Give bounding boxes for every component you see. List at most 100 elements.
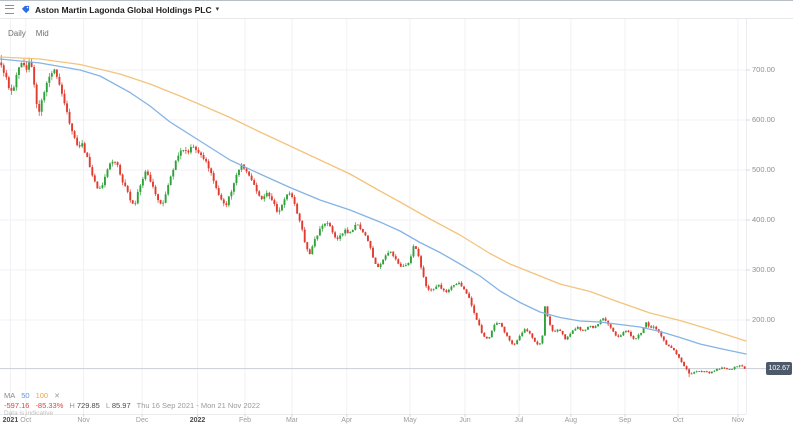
candle	[334, 230, 337, 239]
candle	[544, 306, 546, 336]
candle	[655, 325, 658, 331]
candle	[432, 288, 435, 292]
instrument-selector[interactable]: Aston Martin Lagonda Global Holdings PLC…	[30, 5, 219, 15]
candle	[217, 185, 220, 196]
menu-icon[interactable]	[5, 5, 14, 14]
candle	[541, 335, 544, 345]
candle	[437, 284, 440, 288]
candle	[581, 329, 584, 331]
candle	[356, 224, 359, 226]
instrument-title: Aston Martin Lagonda Global Holdings PLC	[35, 4, 212, 15]
candle	[463, 286, 465, 290]
candle	[624, 330, 627, 333]
candle	[157, 193, 160, 203]
candle	[442, 288, 445, 292]
candle	[652, 325, 655, 330]
candle	[200, 151, 202, 158]
tab-daily[interactable]: Daily	[8, 29, 26, 38]
candle	[303, 226, 306, 243]
candle	[273, 198, 276, 207]
candle	[232, 182, 235, 195]
candle	[566, 335, 569, 341]
candle	[731, 368, 734, 371]
candle	[58, 73, 61, 86]
candle	[40, 98, 43, 117]
candle	[592, 325, 594, 329]
candle	[192, 144, 195, 148]
candle	[212, 170, 215, 184]
candle	[726, 367, 728, 370]
candle	[222, 197, 225, 207]
range-high: H 729.85	[69, 401, 99, 410]
candle	[28, 57, 31, 73]
candle	[728, 368, 731, 370]
candle	[678, 353, 680, 359]
candle	[324, 223, 326, 228]
candle	[109, 162, 111, 171]
candle	[53, 68, 56, 75]
candle	[136, 189, 139, 205]
candle	[549, 315, 551, 327]
candle	[270, 193, 273, 202]
candle	[602, 317, 605, 321]
candle	[361, 228, 364, 234]
candle	[331, 225, 334, 235]
candle	[564, 334, 567, 340]
candle	[503, 326, 506, 334]
candle	[210, 167, 213, 176]
candle	[415, 246, 417, 249]
candle	[35, 82, 38, 109]
ma-period-100[interactable]: 100	[35, 391, 49, 400]
candle	[225, 201, 228, 208]
candle	[114, 161, 117, 165]
candle	[50, 70, 53, 81]
change-value: -597.16	[4, 401, 30, 410]
candle	[286, 194, 288, 201]
candle	[354, 222, 357, 231]
candle	[220, 193, 223, 201]
candle	[402, 263, 405, 268]
candle	[501, 322, 503, 328]
candle	[10, 84, 13, 95]
last-price-badge: 102.67	[766, 362, 793, 375]
candle	[174, 160, 177, 171]
candle	[551, 324, 554, 333]
candle	[458, 281, 460, 285]
candle	[478, 318, 481, 327]
candle	[197, 147, 200, 154]
candle	[83, 141, 86, 153]
candle	[460, 281, 463, 287]
candle	[721, 366, 723, 370]
candle	[235, 172, 238, 186]
candle	[690, 372, 693, 375]
tab-mid[interactable]: Mid	[35, 29, 49, 38]
candle	[430, 288, 433, 292]
ma-50-line	[0, 58, 747, 355]
candle	[2, 63, 5, 77]
candle	[283, 197, 286, 208]
candle	[71, 122, 74, 135]
tag-icon	[21, 5, 30, 14]
candle	[121, 173, 124, 186]
candle	[288, 191, 291, 196]
candle	[154, 184, 157, 197]
candle	[506, 332, 508, 338]
candle	[55, 69, 58, 79]
candle	[629, 330, 632, 338]
candle	[640, 332, 643, 337]
candle	[693, 371, 696, 375]
candle	[485, 336, 488, 339]
candle	[688, 368, 691, 378]
ma-period-50[interactable]: 50	[21, 391, 30, 400]
candle	[594, 325, 597, 329]
close-icon[interactable]: ✕	[54, 393, 60, 400]
candle	[281, 203, 283, 212]
candle	[622, 331, 625, 336]
candle	[604, 316, 607, 322]
candle	[293, 194, 296, 206]
header-bar: Aston Martin Lagonda Global Holdings PLC…	[0, 1, 793, 19]
candlestick-series	[0, 55, 746, 378]
candle	[521, 331, 524, 338]
candle	[382, 259, 385, 265]
